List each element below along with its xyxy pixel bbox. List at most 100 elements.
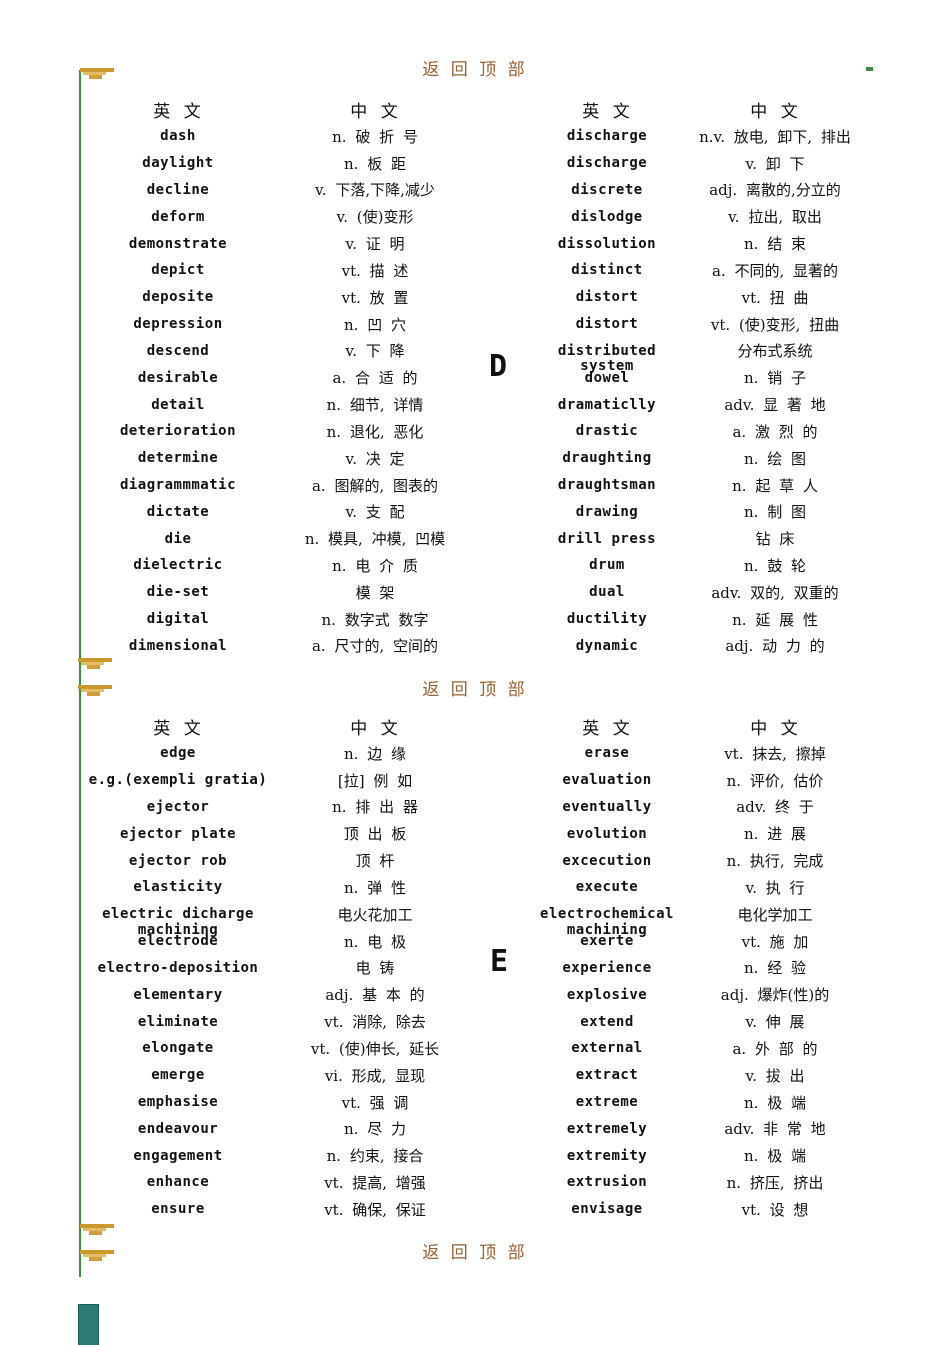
zh-cell: vt. 放 置	[341, 288, 409, 307]
zh-cell: n. 数字式 数字	[321, 610, 429, 629]
en-cell: dimensional	[128, 637, 228, 654]
zh-cell: n. 弹 性	[344, 878, 406, 897]
zh-cell: vt. 施 加	[741, 932, 809, 951]
en-cell: extremely	[566, 1120, 648, 1137]
header-english: 英 文	[582, 101, 632, 122]
en-cell: drastic	[575, 423, 639, 440]
corner-box	[78, 1304, 99, 1345]
bookmark-anchor-icon	[80, 1250, 116, 1263]
zh-cell: vt. 确保, 保证	[324, 1200, 426, 1219]
zh-cell: n.v. 放电, 卸下, 排出	[699, 127, 851, 146]
en-cell: elongate	[142, 1040, 214, 1057]
en-cell: explosive	[566, 986, 648, 1003]
zh-cell: a. 图解的, 图表的	[311, 476, 439, 495]
zh-cell: n. 绘 图	[744, 449, 806, 468]
zh-cell: 电火花加工	[337, 905, 413, 924]
en-cell: dowel	[584, 369, 630, 386]
en-cell: extrusion	[566, 1174, 648, 1191]
en-cell: demonstrate	[128, 235, 228, 252]
en-cell: detail	[151, 396, 205, 413]
header-chinese: 中 文	[350, 101, 400, 122]
zh-cell: n. 执行, 完成	[726, 852, 824, 871]
row-spacer	[474, 150, 526, 177]
left-margin-line	[79, 70, 81, 1277]
zh-cell: v. 卸 下	[745, 154, 805, 173]
zh-cell: adv. 终 于	[736, 798, 814, 817]
zh-cell: vt. 强 调	[341, 1093, 409, 1112]
bookmark-anchor-icon	[78, 685, 114, 698]
zh-cell: n. 退化, 恶化	[326, 422, 424, 441]
row-spacer	[474, 579, 526, 606]
row-spacer	[474, 606, 526, 633]
en-cell: ejector rob	[128, 852, 228, 869]
en-cell: die-set	[146, 584, 210, 601]
bookmark-anchor-icon	[78, 658, 114, 671]
vocab-table-e: 英 文 中 文 英 文 中 文 edge n. 边 缘 erase vt. 抹去, 擦掉 e.g…	[80, 713, 862, 1223]
vocab-table-d: 英 文 中 文 英 文 中 文 dash n. 破 折 号 discharge n.v. 放电…	[80, 96, 862, 659]
zh-cell: n. 电 极	[344, 932, 406, 951]
row-spacer	[474, 176, 526, 203]
row-spacer	[474, 633, 526, 660]
en-cell: engagement	[133, 1147, 223, 1164]
zh-cell: 顶 出 板	[343, 825, 407, 844]
en-cell: distort	[575, 289, 639, 306]
zh-cell: v. 支 配	[345, 503, 405, 522]
en-cell: exerte	[580, 933, 634, 950]
en-cell: discharge	[566, 155, 648, 172]
en-cell: erase	[584, 745, 630, 762]
en-cell: extend	[580, 1013, 634, 1030]
back-to-top-link[interactable]: 返 回 顶 部	[422, 60, 528, 80]
row-spacer	[474, 1142, 526, 1169]
zh-cell: 钻 床	[755, 530, 795, 549]
row-spacer	[474, 257, 526, 284]
zh-cell: v. 执 行	[745, 878, 805, 897]
section-letter-d: D	[489, 349, 508, 384]
en-cell: electrode	[137, 933, 219, 950]
row-spacer	[474, 874, 526, 901]
en-cell: emerge	[151, 1067, 205, 1084]
zh-cell: n. 边 缘	[344, 744, 406, 763]
en-cell: dual	[589, 584, 625, 601]
zh-cell: n. 延 展 性	[732, 610, 818, 629]
header-english: 英 文	[582, 718, 632, 739]
en-cell: ejector plate	[119, 825, 237, 842]
header-english: 英 文	[153, 101, 203, 122]
zh-cell: a. 外 部 的	[732, 1039, 818, 1058]
en-cell: depression	[133, 316, 223, 333]
row-spacer	[474, 1196, 526, 1223]
row-spacer	[474, 311, 526, 338]
zh-cell: n. 鼓 轮	[744, 556, 806, 575]
zh-cell: adv. 双的, 双重的	[711, 583, 839, 602]
zh-cell: n. 极 端	[744, 1093, 806, 1112]
row-spacer	[474, 1115, 526, 1142]
row-spacer	[474, 767, 526, 794]
en-cell: distort	[575, 316, 639, 333]
zh-cell: n. 细节, 详情	[326, 396, 424, 415]
en-cell: extremity	[566, 1147, 648, 1164]
en-cell: dielectric	[133, 557, 223, 574]
back-to-top-link[interactable]: 返 回 顶 部	[422, 1243, 528, 1263]
en-cell: elementary	[133, 986, 223, 1003]
zh-cell: v. 拔 出	[745, 1066, 805, 1085]
row-spacer	[474, 203, 526, 230]
zh-cell: vt. 扭 曲	[741, 288, 809, 307]
back-to-top-link[interactable]: 返 回 顶 部	[422, 680, 528, 700]
zh-cell: a. 尺寸的, 空间的	[311, 637, 439, 656]
row-spacer	[474, 1035, 526, 1062]
en-cell: depict	[151, 262, 205, 279]
zh-cell: adj. 离散的,分立的	[709, 181, 841, 200]
en-cell: ejector	[146, 798, 210, 815]
header-english: 英 文	[153, 718, 203, 739]
zh-cell: adj. 基 本 的	[325, 986, 425, 1005]
zh-cell: n. 制 图	[744, 503, 806, 522]
zh-cell: n. 挤压, 挤出	[726, 1173, 824, 1192]
en-cell: die	[164, 530, 192, 547]
en-cell: daylight	[142, 155, 214, 172]
zh-cell: n. 极 端	[744, 1147, 806, 1166]
en-cell: deform	[151, 208, 205, 225]
bookmark-anchor-icon	[80, 68, 116, 81]
en-cell: envisage	[571, 1201, 643, 1218]
zh-cell: v. (使)变形	[336, 208, 414, 227]
zh-cell: adv. 显 著 地	[724, 396, 826, 415]
